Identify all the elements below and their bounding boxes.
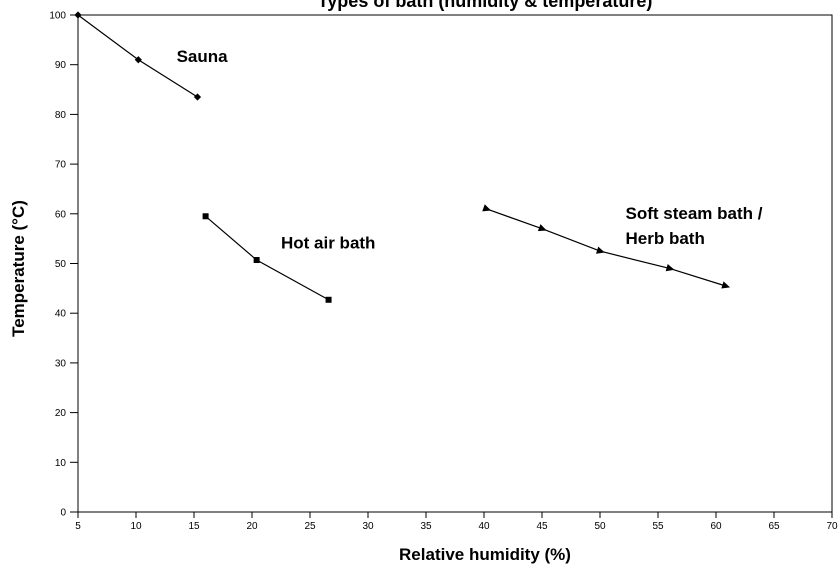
point-hot_air [202,213,209,220]
y-tick-label: 40 [55,309,67,320]
x-tick-label: 50 [594,521,606,532]
x-tick-label: 55 [652,521,664,532]
point-soft_steam [721,281,731,289]
y-tick-label: 0 [60,508,66,519]
series-label-soft_steam: Soft steam bath / [626,204,763,223]
y-axis-label: Temperature (°C) [9,200,28,337]
plot-frame [77,14,833,513]
x-tick-label: 70 [826,521,838,532]
series-sauna: Sauna [74,11,229,101]
x-tick-label: 10 [130,521,142,532]
series-hot_air: Hot air bath [202,213,375,303]
series-label-sauna: Sauna [177,47,229,66]
y-tick-label: 90 [55,60,67,71]
point-soft_steam [482,204,492,212]
series-layer: Sauna Hot air bath Soft steam bath / Herb b… [74,11,763,303]
point-sauna [74,11,82,19]
point-soft_steam [665,264,675,272]
series-label-soft_steam: Herb bath [626,229,705,248]
y-tick-label: 70 [55,160,67,171]
x-tick-label: 65 [768,521,780,532]
y-tick-label: 100 [49,11,66,22]
x-tick-label: 15 [188,521,200,532]
series-label-hot_air: Hot air bath [281,234,375,253]
y-tick-label: 80 [55,110,67,121]
y-axis: 0 10 20 30 40 50 60 70 80 90 100 [49,11,78,519]
y-tick-label: 60 [55,209,67,220]
chart-title: Types of bath (humidity & temperature) [318,0,653,11]
point-sauna [193,93,202,101]
x-tick-label: 35 [420,521,432,532]
x-tick-label: 40 [478,521,490,532]
point-soft_steam [596,246,605,254]
point-hot_air [325,296,332,303]
x-tick-label: 5 [75,521,81,532]
point-sauna [134,56,142,64]
x-tick-label: 30 [362,521,374,532]
y-tick-label: 50 [55,259,67,270]
y-tick-label: 20 [55,408,67,419]
x-axis-label: Relative humidity (%) [399,545,571,564]
series-line-hot_air [205,215,329,301]
y-tick-label: 10 [55,458,67,469]
point-hot_air [253,257,260,264]
x-tick-label: 25 [304,521,316,532]
x-tick-label: 45 [536,521,548,532]
y-tick-label: 30 [55,358,67,369]
point-soft_steam [537,224,547,232]
series-soft_steam: Soft steam bath / Herb bath [482,204,763,289]
x-tick-label: 20 [246,521,258,532]
x-tick-label: 60 [710,521,722,532]
x-axis: 5 10 15 20 25 30 35 40 45 50 55 60 65 70 [75,512,838,532]
